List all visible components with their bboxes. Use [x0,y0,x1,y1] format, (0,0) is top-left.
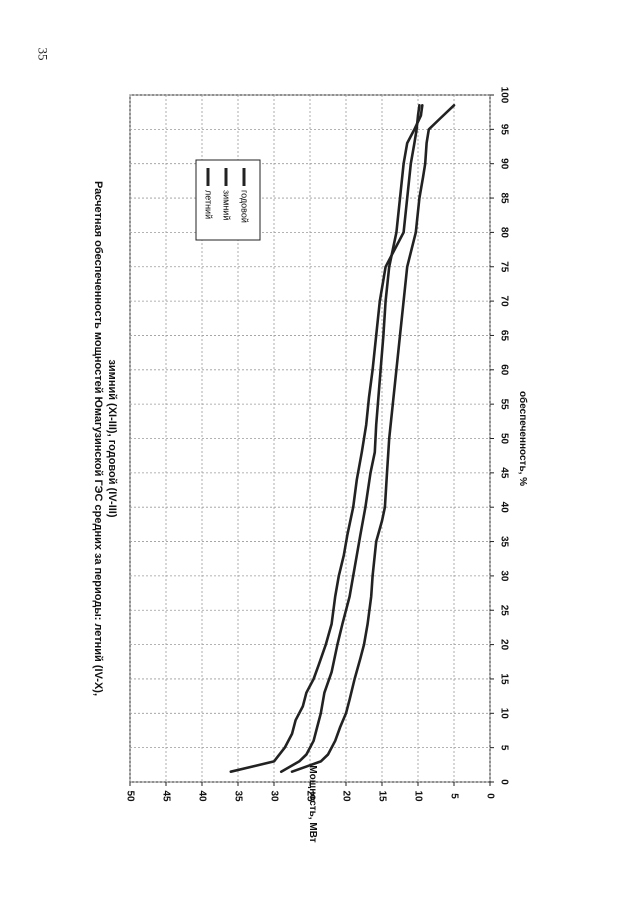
y-tick-label: 50 [124,790,135,802]
y-tick-label: 0 [484,793,495,799]
chart-title-line1: Расчетная обеспеченность мощностей Юмагу… [92,181,104,696]
x-tick-label: 15 [498,673,509,685]
x-tick-label: 70 [498,296,509,308]
x-tick-label: 20 [498,639,509,651]
x-axis-ticks: 0 5 10 15 20 25 30 35 40 45 50 55 60 65 70 75 80 85 90 95 10… [490,87,509,785]
series-line-1 [229,104,421,774]
x-tick-label: 45 [498,467,509,479]
legend-label-1: летний [204,190,214,219]
x-tick-label: 75 [498,261,509,273]
x-tick-label: 95 [498,124,509,136]
y-tick-label: 20 [340,790,351,802]
y-tick-label: 25 [304,790,315,802]
grid [129,94,491,783]
x-tick-label: 80 [498,227,509,239]
x-tick-label: 25 [498,605,509,617]
legend-label-2: зимний [222,190,232,220]
series-line-2 [290,104,456,774]
series-line-3 [279,104,424,774]
legend: летний зимний годовой [195,159,261,241]
x-tick-label: 35 [498,536,509,548]
x-tick-label: 10 [498,708,509,720]
y-axis-ticks: 0 5 10 15 20 25 30 35 40 45 50 [124,782,495,802]
x-axis-label: обеспеченность, % [517,391,529,486]
chart-title-line2: зимний (XI-III), годовой (IV-III) [106,359,118,517]
x-tick-label: 65 [498,330,509,342]
y-tick-label: 30 [268,790,279,802]
x-tick-label: 60 [498,364,509,376]
y-axis-label: Мощность, МВт [307,765,318,842]
x-tick-label: 40 [498,502,509,514]
x-tick-label: 55 [498,399,509,411]
y-tick-label: 35 [232,790,243,802]
x-tick-label: 5 [498,745,509,751]
series-layer [229,104,456,774]
x-tick-label: 0 [498,779,509,785]
x-tick-label: 30 [498,570,509,582]
x-tick-label: 90 [498,158,509,170]
y-tick-label: 15 [376,790,387,802]
y-tick-label: 10 [412,790,423,802]
x-tick-label: 100 [498,87,509,104]
y-tick-label: 40 [196,790,207,802]
y-tick-label: 45 [160,790,171,802]
x-tick-label: 85 [498,192,509,204]
legend-label-3: годовой [240,190,250,223]
y-tick-label: 5 [448,793,459,799]
x-tick-label: 50 [498,433,509,445]
